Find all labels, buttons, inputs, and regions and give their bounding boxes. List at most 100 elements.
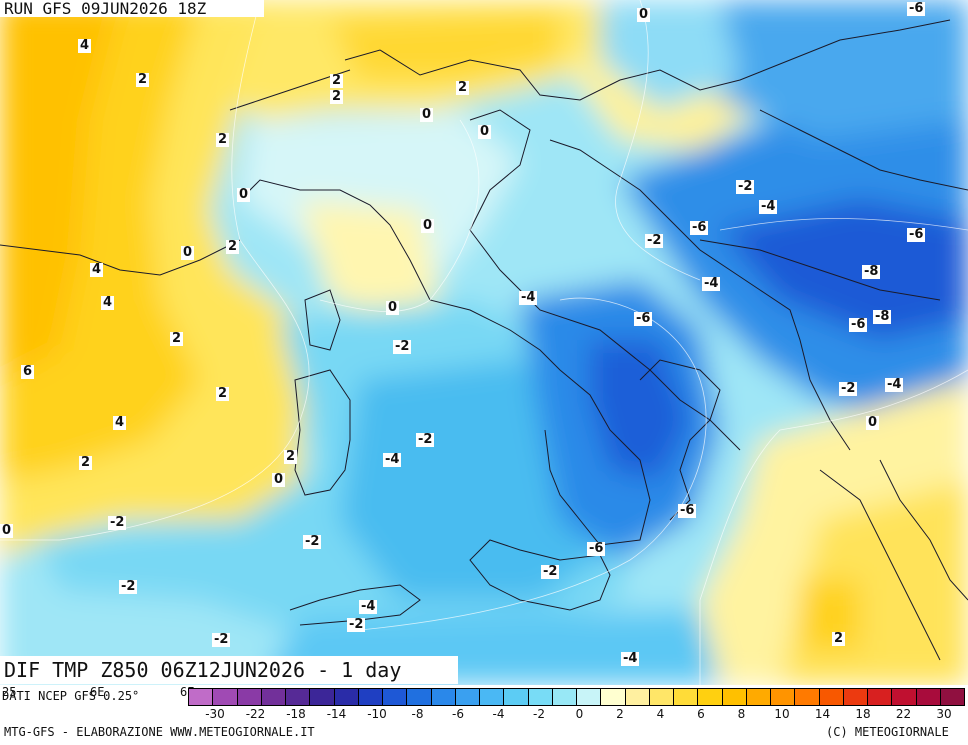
contour-label: -6 (587, 541, 606, 556)
color-scale-tick: 30 (936, 707, 952, 721)
color-swatch (625, 689, 650, 705)
color-swatch (455, 689, 480, 705)
contour-label: 0 (866, 415, 880, 430)
color-swatch (674, 689, 699, 705)
contour-label: 2 (330, 73, 344, 88)
contour-label: -2 (303, 534, 322, 549)
color-scale-tick: 10 (774, 707, 790, 721)
contour-label: 0 (478, 124, 492, 139)
color-swatch (916, 689, 941, 705)
color-swatch (601, 689, 626, 705)
color-scale-tick: 22 (895, 707, 912, 721)
color-swatch (213, 689, 238, 705)
color-swatch (940, 689, 964, 705)
edge-label: 25 (2, 685, 17, 699)
color-scale-tick: -18 (286, 707, 306, 721)
contour-label: 2 (136, 72, 150, 87)
contour-label: 0 (272, 472, 286, 487)
color-swatch (746, 689, 771, 705)
color-swatch (552, 689, 577, 705)
contour-label: -6 (849, 317, 868, 332)
contour-label: 2 (284, 449, 298, 464)
contour-label: -6 (690, 220, 709, 235)
contour-label: 0 (181, 245, 195, 260)
color-swatch (480, 689, 505, 705)
contour-label: -4 (885, 377, 904, 392)
color-swatch (261, 689, 286, 705)
contour-label: 6 (21, 364, 35, 379)
color-swatch (577, 689, 602, 705)
color-swatch (189, 689, 214, 705)
contour-label: 4 (78, 38, 92, 53)
color-scale-tick: -4 (492, 707, 505, 721)
color-swatch (358, 689, 383, 705)
contour-label: 4 (113, 415, 127, 430)
contour-label: -4 (621, 651, 640, 666)
map-title: DIF TMP Z850 06Z12JUN2026 - 1 day (0, 656, 458, 684)
color-scale-tick: 6 (697, 707, 705, 721)
edge-label: 6E (90, 685, 105, 699)
color-scale-tick: -22 (245, 707, 266, 721)
contour-label: 4 (101, 295, 115, 310)
color-swatch (407, 689, 432, 705)
contour-label: 0 (237, 187, 251, 202)
credit-left: MTG-GFS - ELABORAZIONE WWW.METEOGIORNALE… (4, 725, 315, 739)
credit-right: (C) METEOGIORNALE (826, 725, 949, 739)
contour-label: 2 (79, 455, 93, 470)
temperature-field (0, 0, 968, 685)
contour-label: -4 (759, 199, 778, 214)
contour-label: -6 (678, 503, 697, 518)
color-swatch (795, 689, 820, 705)
contour-label: 2 (330, 89, 344, 104)
color-swatch (698, 689, 723, 705)
color-scale-tick: -30 (205, 707, 225, 721)
contour-label: 0 (637, 7, 651, 22)
color-scale-tick: 8 (737, 707, 746, 721)
contour-label: 2 (170, 331, 184, 346)
color-swatch (649, 689, 674, 705)
contour-label: -4 (383, 452, 402, 467)
color-swatch (504, 689, 529, 705)
color-scale-tick: -2 (533, 707, 545, 721)
contour-label: 0 (421, 218, 435, 233)
contour-label: -2 (347, 617, 366, 632)
color-scale-tick: -6 (452, 707, 464, 721)
color-swatch (722, 689, 747, 705)
color-swatch (286, 689, 311, 705)
contour-label: -4 (702, 276, 721, 291)
contour-label: -8 (873, 309, 892, 324)
contour-label: -4 (359, 599, 378, 614)
contour-label: -2 (645, 233, 664, 248)
contour-label: 4 (90, 262, 104, 277)
contour-label: -2 (839, 381, 858, 396)
color-swatch (528, 689, 553, 705)
run-label: RUN GFS 09JUN2026 18Z (0, 0, 265, 17)
color-swatch (819, 689, 844, 705)
color-scale-bar (188, 688, 965, 706)
contour-label: -6 (907, 1, 926, 16)
color-scale-tick: -10 (367, 707, 387, 721)
color-scale-tick: -8 (411, 707, 424, 721)
contour-label: -2 (108, 515, 127, 530)
color-swatch (334, 689, 359, 705)
color-swatch (771, 689, 796, 705)
contour-label: -6 (907, 227, 926, 242)
color-swatch (868, 689, 893, 705)
data-source-label: DATI NCEP GFS 0.25° (2, 689, 140, 703)
color-swatch (383, 689, 408, 705)
map-canvas (0, 0, 968, 685)
contour-label: 2 (456, 80, 470, 95)
temperature-difference-map: RUN GFS 09JUN2026 18Z 0 -6 4 2 2 2 2 0 0… (0, 0, 968, 685)
color-swatch (892, 689, 917, 705)
contour-label: -8 (862, 264, 881, 279)
contour-label: -2 (416, 432, 435, 447)
color-swatch (237, 689, 262, 705)
contour-label: 0 (386, 300, 400, 315)
contour-label: 0 (0, 523, 14, 538)
color-swatch (431, 689, 456, 705)
contour-label: 2 (832, 631, 846, 646)
contour-label: 2 (216, 386, 230, 401)
color-scale-tick: 14 (814, 707, 831, 721)
contour-label: -2 (393, 339, 412, 354)
contour-label: -4 (519, 290, 538, 305)
